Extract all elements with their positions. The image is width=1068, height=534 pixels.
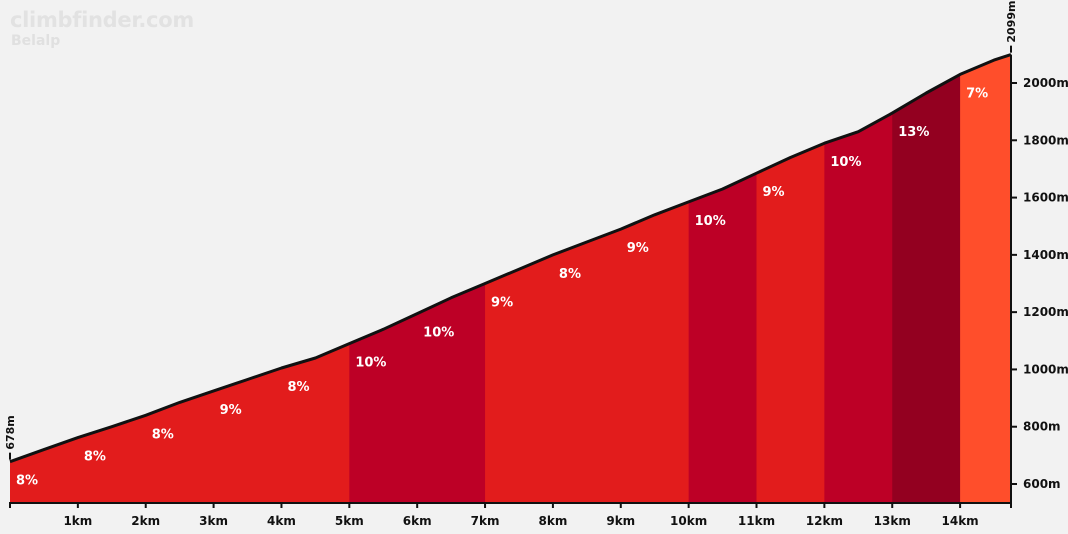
x-tick-label: 7km xyxy=(471,514,500,528)
x-tick-label: 11km xyxy=(738,514,775,528)
y-tick-label: 1200m xyxy=(1023,305,1068,319)
segment-grade-label: 10% xyxy=(830,155,861,170)
x-tick-label: 10km xyxy=(670,514,707,528)
segment-grade-label: 9% xyxy=(763,185,785,200)
site-brand: climbfinder.com xyxy=(10,8,194,32)
segment-grade-label: 10% xyxy=(423,326,454,341)
y-tick-label: 1800m xyxy=(1023,133,1068,147)
y-tick-label: 600m xyxy=(1023,477,1061,491)
segment-7 xyxy=(417,54,486,502)
x-tick-label: 4km xyxy=(267,514,296,528)
segment-4 xyxy=(213,54,282,502)
segment-grade-label: 9% xyxy=(627,241,649,256)
segment-grade-label: 8% xyxy=(287,380,309,395)
segment-15 xyxy=(960,54,1011,502)
x-tick-label: 2km xyxy=(131,514,160,528)
segment-grade-label: 8% xyxy=(559,267,581,282)
y-tick-label: 1400m xyxy=(1023,248,1068,262)
x-tick-label: 5km xyxy=(335,514,364,528)
segment-grade-label: 10% xyxy=(695,214,726,229)
x-tick-label: 13km xyxy=(874,514,911,528)
segment-11 xyxy=(688,54,758,502)
y-tick-label: 2000m xyxy=(1023,76,1068,90)
segment-grade-label: 8% xyxy=(84,450,106,465)
x-tick-label: 1km xyxy=(63,514,92,528)
end-elevation-label: 2099m xyxy=(1005,1,1018,43)
segment-13 xyxy=(824,54,893,502)
segment-grade-label: 8% xyxy=(152,427,174,442)
segment-grade-label: 9% xyxy=(220,403,242,418)
segment-grade-label: 8% xyxy=(16,474,38,489)
x-tick-label: 3km xyxy=(199,514,228,528)
y-tick-label: 800m xyxy=(1023,420,1061,434)
x-tick-label: 12km xyxy=(806,514,843,528)
y-tick-label: 1600m xyxy=(1023,191,1068,205)
climb-name: Belalp xyxy=(11,33,61,49)
segment-8 xyxy=(485,54,554,502)
start-elevation-label: 678m xyxy=(4,415,17,449)
x-tick-label: 9km xyxy=(606,514,635,528)
segment-grade-label: 9% xyxy=(491,296,513,311)
y-tick-label: 1000m xyxy=(1023,362,1068,376)
segment-1 xyxy=(10,54,79,502)
x-tick-label: 6km xyxy=(403,514,432,528)
segment-grade-label: 10% xyxy=(355,356,386,371)
profile-line xyxy=(9,53,1012,464)
segment-14 xyxy=(892,54,961,502)
x-tick-label: 8km xyxy=(538,514,567,528)
segment-12 xyxy=(756,54,825,502)
x-tick-label: 14km xyxy=(942,514,979,528)
segment-5 xyxy=(281,54,350,502)
segment-grade-label: 13% xyxy=(898,125,929,140)
segment-grade-label: 7% xyxy=(966,86,988,101)
segment-6 xyxy=(349,54,418,502)
